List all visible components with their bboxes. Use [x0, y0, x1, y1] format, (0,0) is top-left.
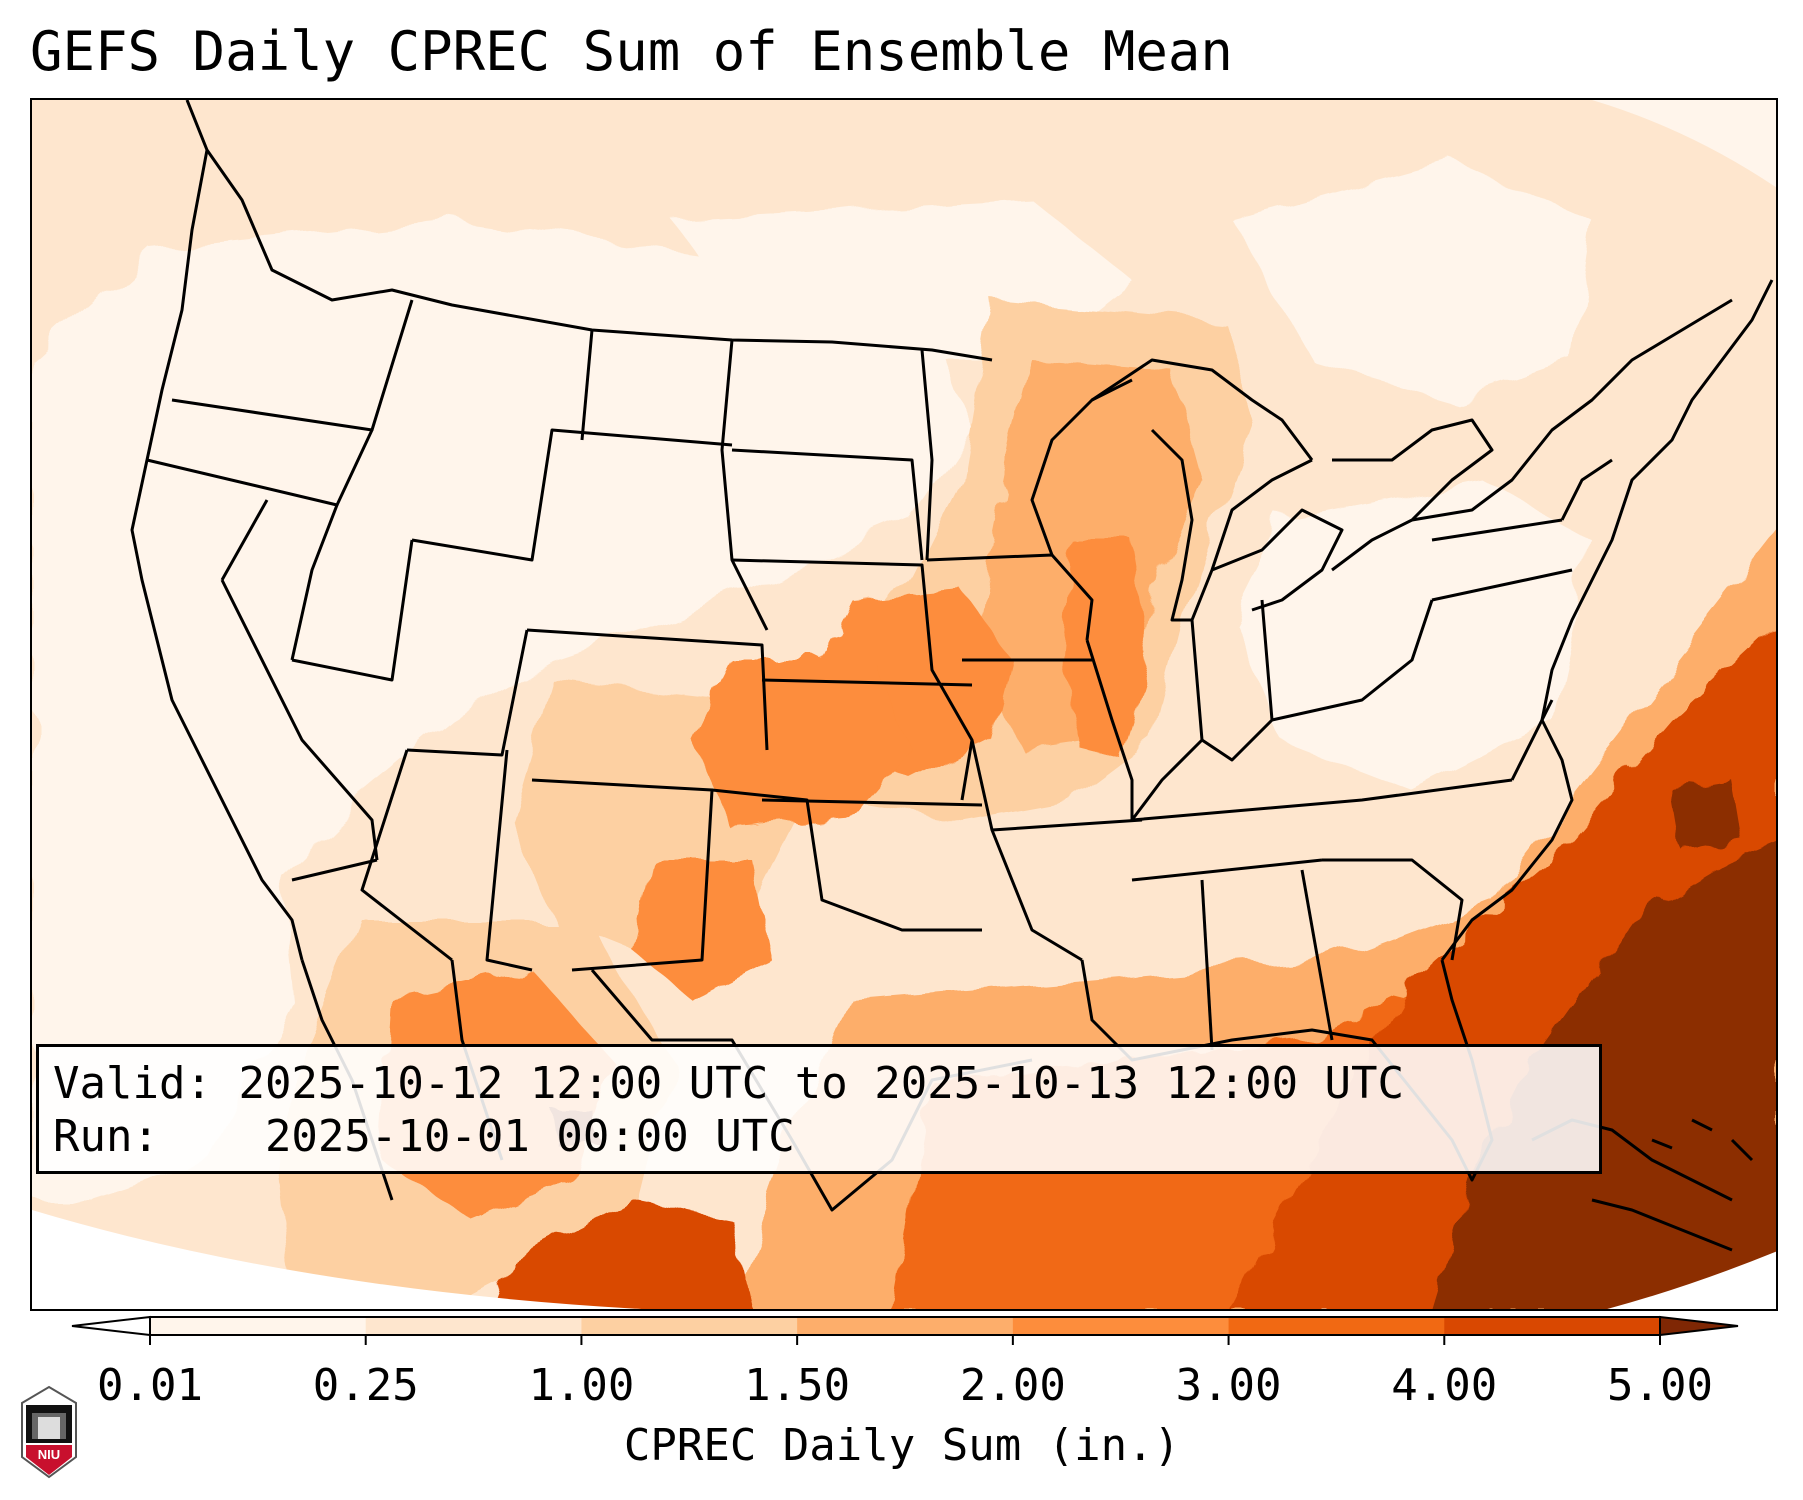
run-time: 2025-10-01 00:00 UTC: [264, 1111, 795, 1162]
colorbar-tick-label: 4.00: [1391, 1360, 1498, 1411]
valid-label: Valid:: [53, 1058, 212, 1109]
colorbar-frame: [149, 1316, 1661, 1336]
colorbar-over-arrow: [1659, 1315, 1739, 1337]
logo-text: NIU: [38, 1447, 60, 1462]
colorbar: [71, 1315, 1739, 1345]
valid-time: 2025-10-12 12:00 UTC to 2025-10-13 12:00…: [238, 1058, 1405, 1109]
colorbar-segment: [1228, 1317, 1445, 1335]
valid-run-info-box: Valid: 2025-10-12 12:00 UTC to 2025-10-1…: [36, 1044, 1602, 1174]
colorbar-segment: [797, 1317, 1014, 1335]
colorbar-tick-label: 5.00: [1607, 1360, 1713, 1411]
map-title: GEFS Daily CPREC Sum of Ensemble Mean: [30, 20, 1233, 83]
niu-logo: NIU: [20, 1385, 78, 1480]
colorbar-segment: [1012, 1317, 1230, 1335]
colorbar-segment: [1444, 1317, 1661, 1335]
colorbar-tick-label: 2.00: [959, 1360, 1066, 1411]
colorbar-segment: [365, 1317, 582, 1335]
colorbar-tick-label: 1.00: [528, 1360, 635, 1411]
boundaries: [130, 100, 1774, 1252]
colorbar-tick-label: 0.25: [312, 1360, 419, 1411]
colorbar-segment: [581, 1317, 798, 1335]
colorbar-tick-label: 0.01: [97, 1360, 203, 1411]
colorbar-segment: [150, 1317, 367, 1335]
colorbar-tick-label: 3.00: [1175, 1360, 1282, 1411]
colorbar-tick-label: 1.50: [744, 1360, 851, 1411]
colorbar-under-arrow: [71, 1315, 151, 1337]
run-label: Run:: [53, 1111, 159, 1162]
colorbar-label: CPREC Daily Sum (in.): [623, 1420, 1181, 1471]
